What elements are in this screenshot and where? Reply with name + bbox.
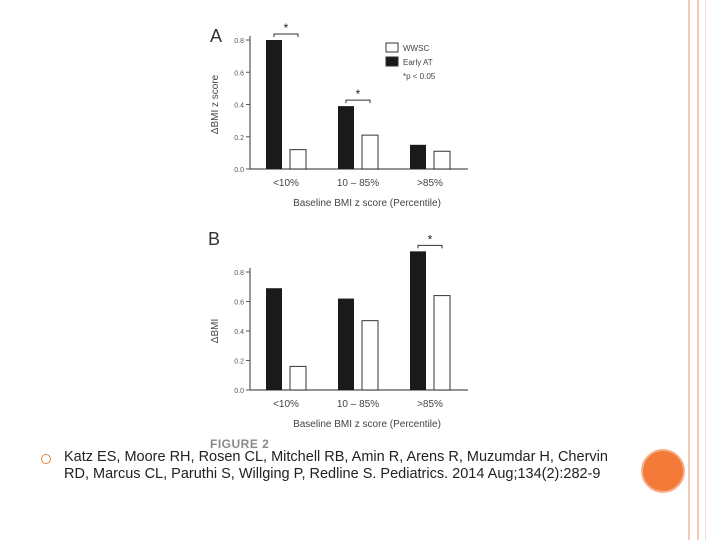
bar-wwsc <box>433 150 451 170</box>
y-tick-label: 0.4 <box>234 329 244 336</box>
significance-star: * <box>356 87 361 101</box>
citation-text: Katz ES, Moore RH, Rosen CL, Mitchell RB… <box>64 449 608 482</box>
slide-frame-line <box>688 0 690 540</box>
x-tick-label: 10 – 85% <box>337 399 379 410</box>
bar-early-at <box>266 288 282 390</box>
y-tick-label: 0.6 <box>234 300 244 307</box>
legend-swatch <box>385 42 399 53</box>
panel-a-chart: A 0.0 0.2 0.4 0.6 0.8 ΔBMI z score <10% 10 – 85%… <box>210 21 468 209</box>
bar-early-at <box>410 251 426 390</box>
legend-label: Early AT <box>403 58 433 67</box>
y-tick-label: 0.6 <box>234 70 244 77</box>
x-axis-label: Baseline BMI z score (Percentile) <box>293 198 441 209</box>
bar-early-at <box>338 298 354 390</box>
bullet-circle-icon <box>41 454 51 464</box>
panel-b-chart: B 0.0 0.2 0.4 0.6 0.8 ΔBMI <10% 10 – 85% >85% * Bas… <box>208 229 468 430</box>
significance-bracket <box>345 99 371 104</box>
legend-swatch <box>385 56 399 67</box>
y-tick-label: 0.2 <box>234 135 244 142</box>
x-axis-label: Baseline BMI z score (Percentile) <box>293 419 441 430</box>
panel-label: B <box>208 229 220 249</box>
bar-wwsc <box>289 365 307 391</box>
legend-note: *p < 0.05 <box>403 72 436 81</box>
y-axis-label: ΔBMI <box>210 319 221 343</box>
significance-bracket <box>417 244 443 249</box>
bar-early-at <box>266 40 282 169</box>
y-tick-label: 0.8 <box>234 38 244 45</box>
legend-label: WWSC <box>403 44 429 53</box>
x-tick-label: >85% <box>417 178 443 189</box>
x-tick-label: <10% <box>273 399 299 410</box>
x-tick-label: >85% <box>417 399 443 410</box>
y-tick-label: 0.0 <box>234 388 244 395</box>
significance-star: * <box>428 232 433 246</box>
significance-bracket <box>273 33 299 37</box>
bar-wwsc <box>289 149 307 170</box>
panel-label: A <box>210 26 222 46</box>
x-tick-label: <10% <box>273 178 299 189</box>
x-tick-label: 10 – 85% <box>337 178 379 189</box>
decorative-orange-circle <box>641 449 685 493</box>
bar-wwsc <box>361 320 379 391</box>
bar-early-at <box>338 106 354 169</box>
slide-frame-line <box>705 0 706 540</box>
slide-frame-line <box>697 0 699 540</box>
y-tick-label: 0.8 <box>234 270 244 277</box>
y-tick-label: 0.0 <box>234 167 244 174</box>
y-tick-label: 0.2 <box>234 359 244 366</box>
y-tick-label: 0.4 <box>234 103 244 110</box>
figure-caption: FIGURE 2 <box>210 437 269 451</box>
y-axis-label: ΔBMI z score <box>210 74 221 134</box>
bar-wwsc <box>361 134 379 170</box>
bar-wwsc <box>433 295 451 391</box>
bar-early-at <box>410 144 426 169</box>
significance-star: * <box>284 21 289 35</box>
